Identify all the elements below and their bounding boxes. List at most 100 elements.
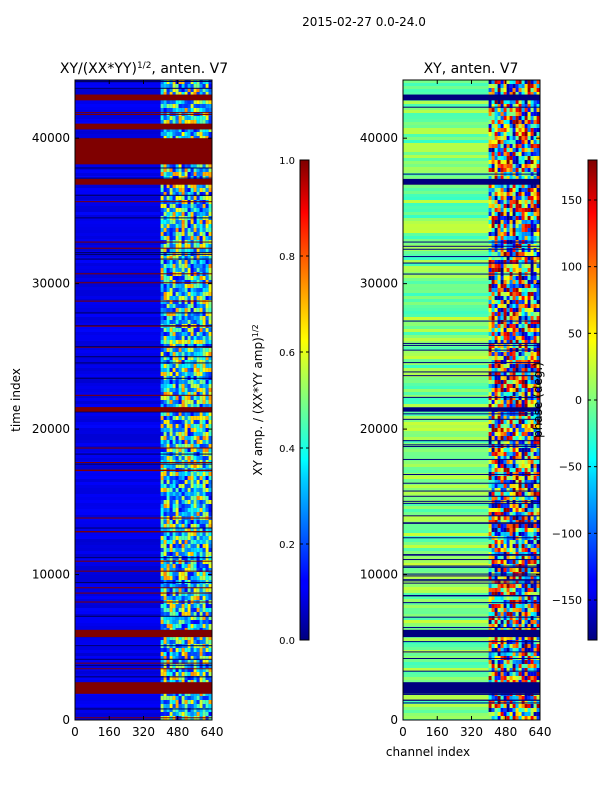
heatmap-cell xyxy=(175,184,179,188)
heatmap-cell xyxy=(530,380,534,384)
heatmap-cell xyxy=(178,568,182,572)
heatmap-cell xyxy=(166,464,170,468)
heatmap-row-cell xyxy=(403,581,489,584)
heatmap-cell xyxy=(184,456,188,460)
heatmap-cell xyxy=(160,384,164,388)
heatmap-cell xyxy=(202,132,206,136)
heatmap-cell xyxy=(172,472,176,476)
heatmap-cell xyxy=(503,396,507,400)
heatmap-cell xyxy=(524,328,528,332)
heatmap-cell xyxy=(163,424,167,428)
heatmap-cell xyxy=(536,368,540,372)
heatmap-cell xyxy=(181,192,185,196)
heatmap-cell xyxy=(497,132,501,136)
heatmap-cell xyxy=(172,640,176,644)
heatmap-cell xyxy=(196,652,200,656)
heatmap-cell xyxy=(205,464,209,468)
heatmap-cell xyxy=(202,292,206,296)
heatmap-cell xyxy=(503,320,507,324)
heatmap-cell xyxy=(521,204,525,208)
heatmap-cell xyxy=(160,672,164,676)
heatmap-row-cell xyxy=(403,155,489,158)
heatmap-cell xyxy=(494,304,498,308)
heatmap-cell xyxy=(196,692,200,696)
heatmap-cell xyxy=(503,304,507,308)
heatmap-cell xyxy=(169,560,173,564)
heatmap-cell xyxy=(488,304,492,308)
heatmap-cell xyxy=(506,344,510,348)
heatmap-cell xyxy=(181,608,185,612)
heatmap-cell xyxy=(536,336,540,340)
heatmap-cell xyxy=(160,340,164,344)
heatmap-cell xyxy=(202,368,206,372)
heatmap-cell xyxy=(202,288,206,292)
heatmap-cell xyxy=(536,384,540,388)
heatmap-cell xyxy=(160,352,164,356)
heatmap-row-cell xyxy=(75,206,161,209)
heatmap-cell xyxy=(196,136,200,140)
heatmap-cell xyxy=(530,104,534,108)
heatmap-cell xyxy=(196,344,200,348)
heatmap-cell xyxy=(533,400,537,404)
heatmap-cell xyxy=(184,392,188,396)
heatmap-cell xyxy=(503,100,507,104)
heatmap-cell xyxy=(503,368,507,372)
heatmap-cell xyxy=(503,224,507,228)
heatmap-cell xyxy=(524,320,528,324)
heatmap-cell xyxy=(160,400,164,404)
heatmap-cell xyxy=(166,512,170,516)
heatmap-cell xyxy=(208,340,212,344)
heatmap-cell xyxy=(208,304,212,308)
heatmap-cell xyxy=(172,132,176,136)
heatmap-cell xyxy=(160,608,164,612)
heatmap-cell xyxy=(488,352,492,356)
heatmap-cell xyxy=(160,128,164,132)
heatmap-cell xyxy=(515,160,519,164)
heatmap-cell xyxy=(190,332,194,336)
heatmap-cell xyxy=(193,532,197,536)
heatmap-cell xyxy=(530,260,534,264)
heatmap-cell xyxy=(506,140,510,144)
heatmap-row-cell xyxy=(75,116,161,119)
heatmap-cell xyxy=(205,184,209,188)
heatmap-cell xyxy=(172,400,176,404)
heatmap-cell xyxy=(187,168,191,172)
heatmap-cell xyxy=(530,296,534,300)
heatmap-cell xyxy=(533,136,537,140)
heatmap-cell xyxy=(196,416,200,420)
heatmap-cell xyxy=(181,676,185,680)
heatmap-cell xyxy=(500,208,504,212)
heatmap-cell xyxy=(166,356,170,360)
heatmap-cell xyxy=(199,592,203,596)
heatmap-cell xyxy=(169,392,173,396)
heatmap-cell xyxy=(497,324,501,328)
heatmap-cell xyxy=(199,432,203,436)
heatmap-cell xyxy=(193,300,197,304)
heatmap-cell xyxy=(500,364,504,368)
heatmap-cell xyxy=(184,696,188,700)
heatmap-cell xyxy=(199,420,203,424)
heatmap-cell xyxy=(518,156,522,160)
heatmap-cell xyxy=(524,264,528,268)
heatmap-cell xyxy=(500,252,504,256)
heatmap-cell xyxy=(175,108,179,112)
heatmap-cell xyxy=(184,128,188,132)
heatmap-cell xyxy=(500,308,504,312)
amplitude-colorbar-ticks: 0.00.20.40.60.81.0 xyxy=(279,156,309,647)
heatmap-cell xyxy=(193,276,197,280)
heatmap-cell xyxy=(509,316,513,320)
heatmap-cell xyxy=(512,416,516,420)
heatmap-cell xyxy=(503,360,507,364)
heatmap-row-cell xyxy=(75,323,161,326)
heatmap-row-cell xyxy=(403,122,489,125)
heatmap-cell xyxy=(169,636,173,640)
heatmap-cell xyxy=(166,212,170,216)
heatmap-cell xyxy=(506,356,510,360)
heatmap-cell xyxy=(494,316,498,320)
heatmap-cell xyxy=(494,224,498,228)
heatmap-cell xyxy=(208,500,212,504)
heatmap-cell xyxy=(500,216,504,220)
heatmap-cell xyxy=(509,120,513,124)
heatmap-cell xyxy=(184,212,188,216)
heatmap-row-cell xyxy=(75,458,161,461)
